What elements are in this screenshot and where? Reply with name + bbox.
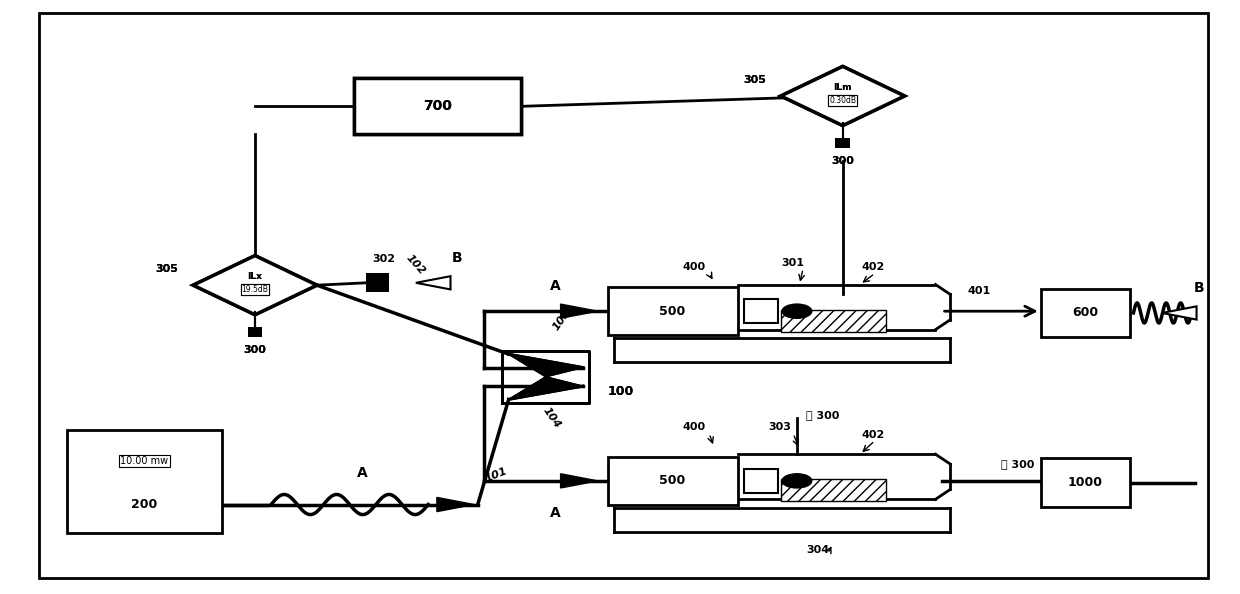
- Bar: [836, 138, 851, 148]
- Text: A: A: [357, 466, 368, 480]
- Bar: [67, 430, 222, 533]
- Text: 19.5dB: 19.5dB: [242, 285, 268, 294]
- Polygon shape: [781, 67, 904, 125]
- Bar: [744, 469, 779, 493]
- Text: ILx: ILx: [248, 273, 263, 282]
- Text: 102: 102: [404, 252, 428, 276]
- Text: 103: 103: [551, 308, 573, 333]
- Text: 402: 402: [862, 429, 884, 440]
- Bar: [608, 287, 738, 336]
- Text: 400: 400: [683, 263, 706, 273]
- Text: ILm: ILm: [833, 83, 852, 92]
- Bar: [744, 299, 779, 323]
- Bar: [248, 327, 263, 337]
- Polygon shape: [1162, 307, 1197, 320]
- Text: 305: 305: [743, 75, 766, 85]
- Bar: [781, 479, 887, 501]
- Text: 接 300: 接 300: [1001, 459, 1034, 469]
- Bar: [781, 309, 887, 331]
- Text: 10.00 mw: 10.00 mw: [120, 456, 169, 466]
- Text: 101: 101: [484, 466, 508, 484]
- Polygon shape: [781, 67, 904, 125]
- Text: 305: 305: [155, 264, 179, 274]
- Text: ILm: ILm: [833, 83, 852, 92]
- Text: 19.5dB: 19.5dB: [242, 285, 268, 294]
- Text: 接 300: 接 300: [806, 410, 839, 421]
- Text: 305: 305: [155, 264, 179, 274]
- Text: 301: 301: [781, 258, 804, 267]
- Circle shape: [782, 304, 812, 318]
- Polygon shape: [560, 474, 598, 488]
- Text: 700: 700: [423, 99, 451, 113]
- Text: 304: 304: [806, 545, 830, 555]
- Text: 500: 500: [660, 305, 686, 318]
- Bar: [836, 138, 851, 148]
- Polygon shape: [193, 255, 317, 315]
- Text: B: B: [451, 251, 463, 265]
- Text: 104: 104: [541, 405, 563, 430]
- Bar: [608, 457, 738, 505]
- Text: 300: 300: [831, 156, 854, 166]
- Text: 305: 305: [743, 75, 766, 85]
- Text: 100: 100: [608, 385, 634, 398]
- Bar: [366, 273, 388, 292]
- Text: 0.30dB: 0.30dB: [830, 96, 856, 105]
- Text: 300: 300: [243, 345, 267, 355]
- Text: 302: 302: [372, 254, 396, 264]
- Text: 100: 100: [608, 385, 634, 398]
- Polygon shape: [508, 354, 583, 377]
- Text: 700: 700: [423, 99, 451, 113]
- Text: 402: 402: [862, 263, 884, 273]
- Text: ILx: ILx: [248, 273, 263, 282]
- Polygon shape: [508, 377, 583, 399]
- Polygon shape: [560, 304, 598, 318]
- Text: 400: 400: [683, 422, 706, 432]
- Polygon shape: [508, 377, 583, 399]
- Text: 200: 200: [131, 498, 157, 511]
- Bar: [1040, 289, 1130, 337]
- Text: 0.30dB: 0.30dB: [830, 96, 856, 105]
- Bar: [353, 78, 521, 134]
- Bar: [353, 78, 521, 134]
- Text: 401: 401: [968, 286, 991, 296]
- Text: 303: 303: [769, 422, 791, 432]
- Text: 300: 300: [831, 156, 854, 166]
- Polygon shape: [436, 497, 474, 511]
- Bar: [248, 327, 263, 337]
- Polygon shape: [508, 354, 583, 377]
- Text: 1000: 1000: [1068, 476, 1102, 489]
- Polygon shape: [193, 255, 317, 315]
- Text: 500: 500: [660, 475, 686, 487]
- Bar: [1040, 459, 1130, 507]
- Text: 600: 600: [1073, 307, 1099, 320]
- Text: B: B: [1194, 281, 1204, 295]
- Circle shape: [782, 474, 812, 488]
- Text: A: A: [551, 279, 560, 293]
- Text: A: A: [551, 505, 560, 520]
- Polygon shape: [415, 276, 450, 289]
- Text: 300: 300: [243, 345, 267, 355]
